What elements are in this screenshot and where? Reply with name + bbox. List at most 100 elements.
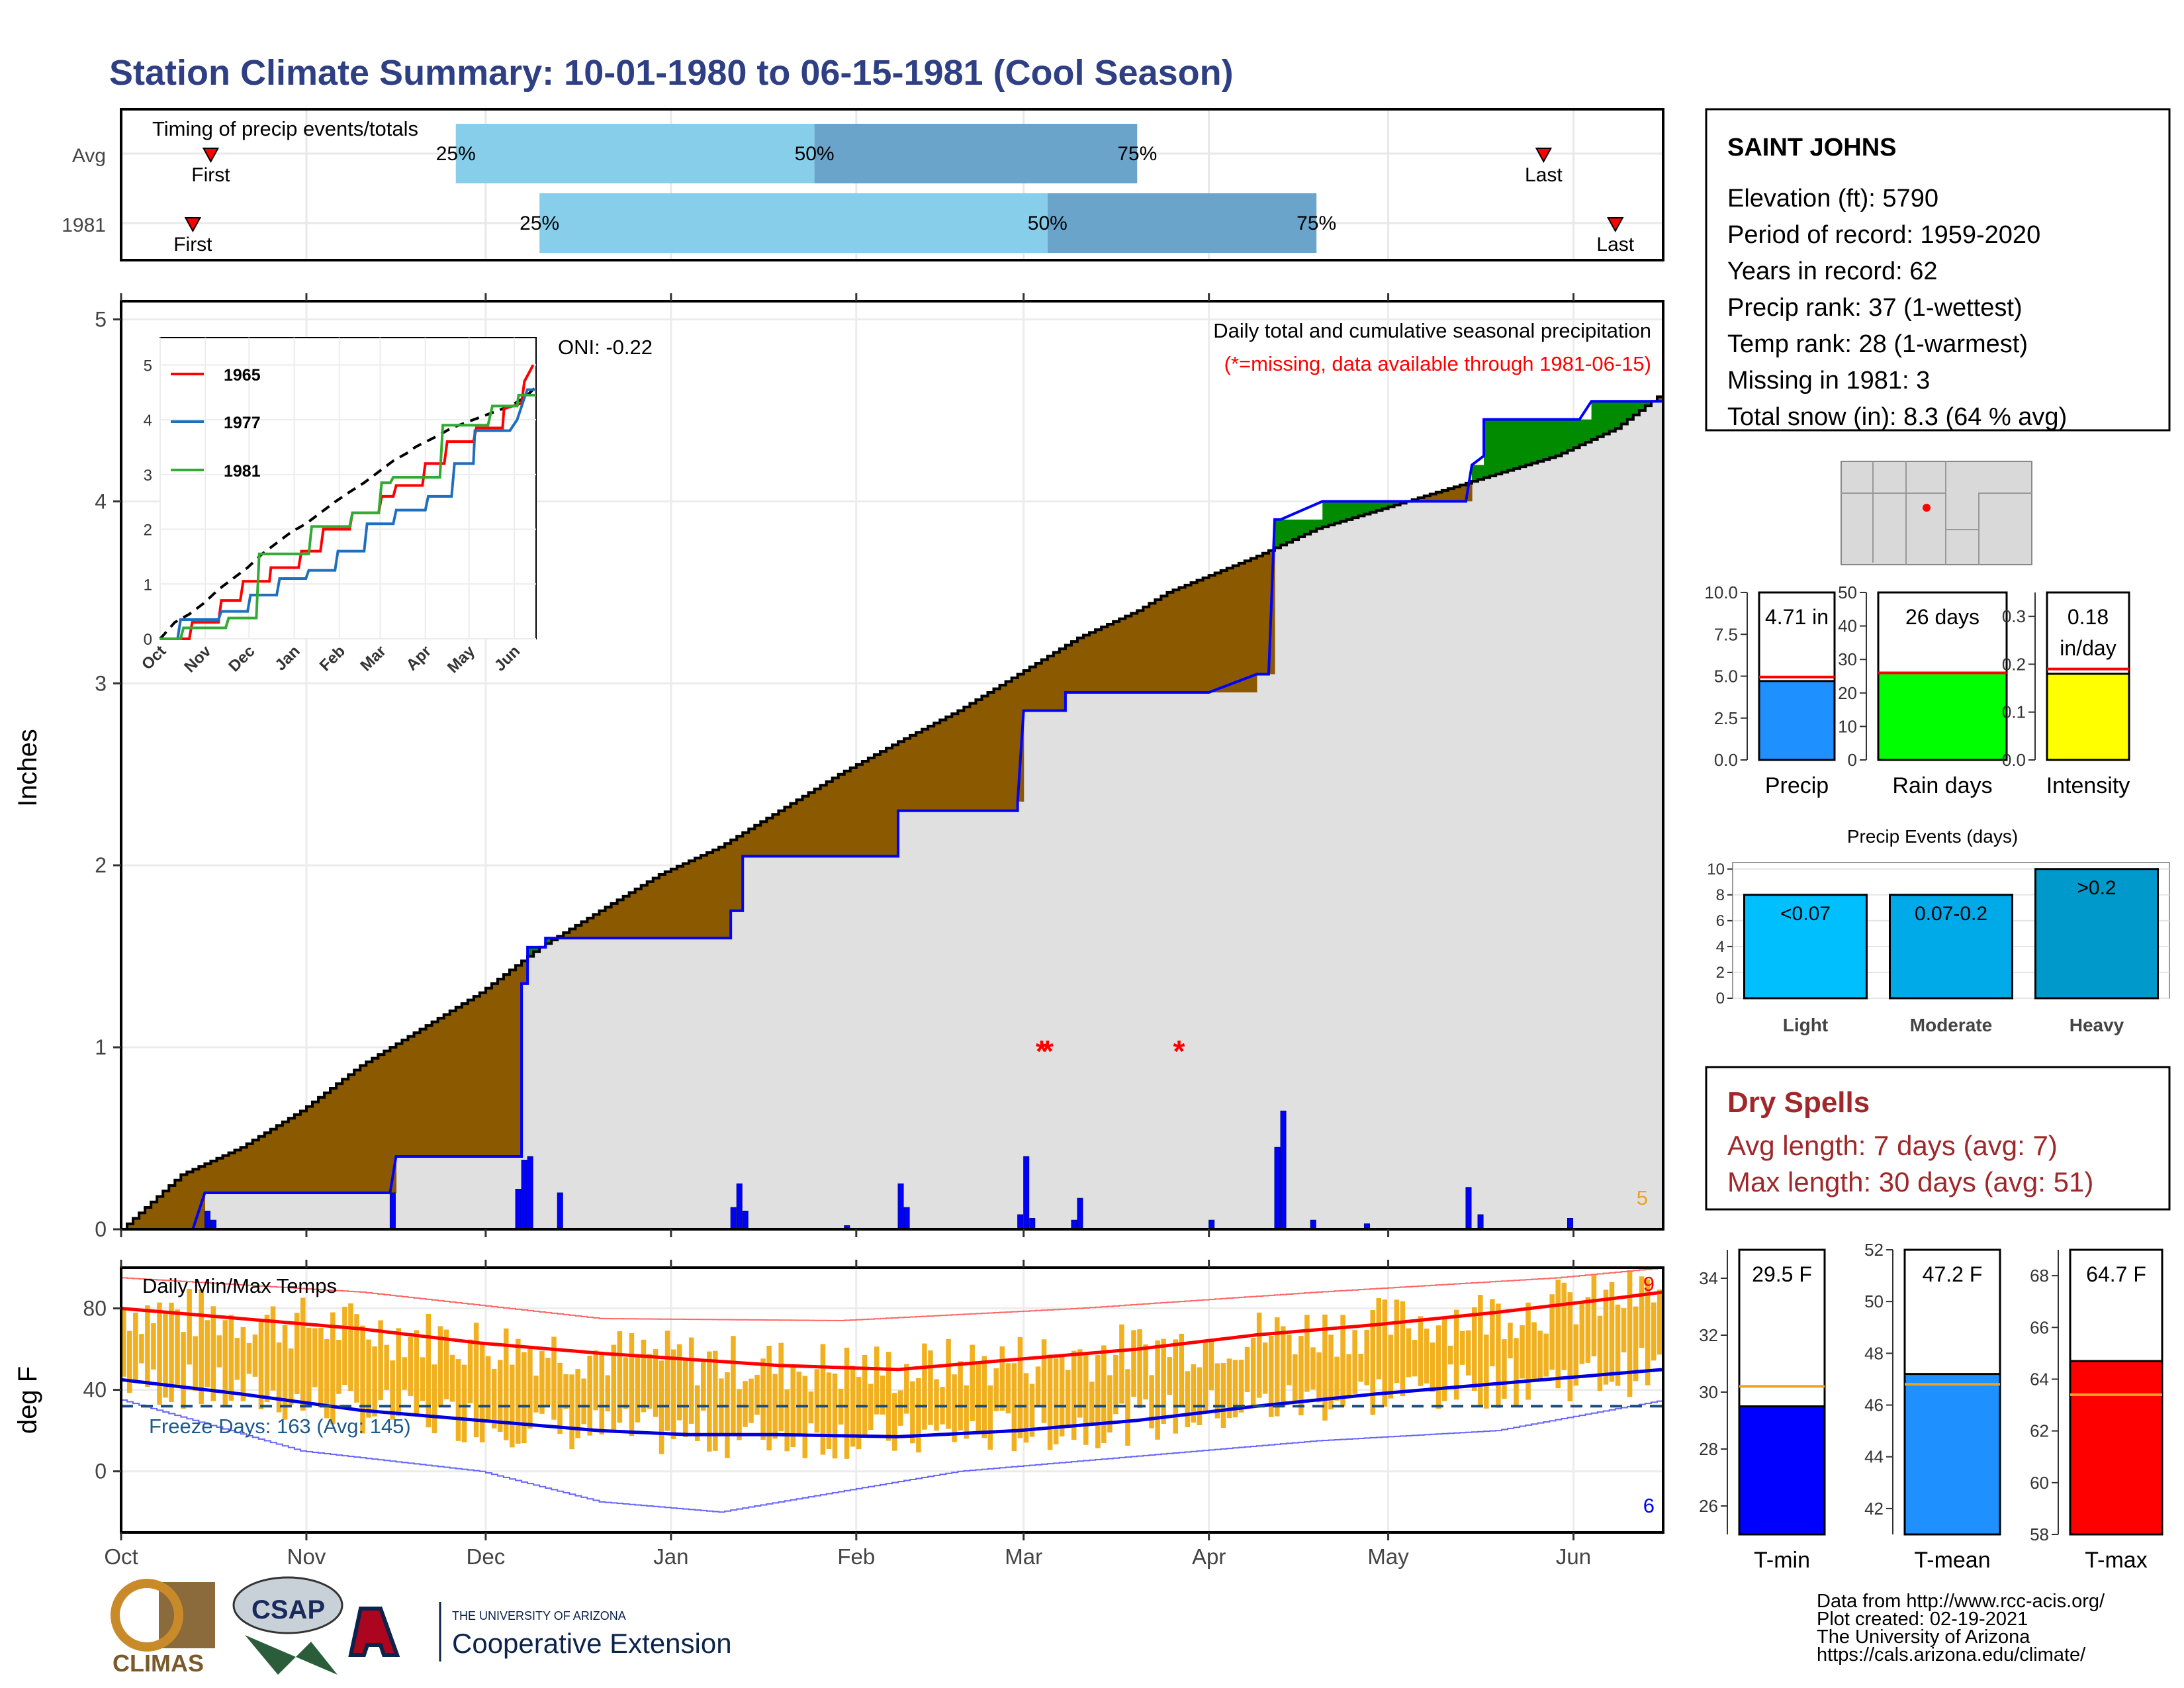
inset-lines [159,364,537,640]
daily-temp-bar [1304,1315,1310,1392]
daily-temp-bar [1035,1366,1041,1406]
daily-temp-bar [928,1350,933,1425]
daily-temp-bar [246,1342,252,1374]
daily-temp-bar [826,1372,832,1449]
daily-temp-bar [1316,1352,1322,1403]
daily-temp-bar [473,1323,479,1438]
daily-temp-bar [390,1360,395,1420]
timing-p75-label: 75% [1297,212,1336,234]
summary-bar-t-max [2069,1360,2163,1536]
dry-spells-max: Max length: 30 days (avg: 51) [1727,1166,2093,1197]
summary-ytick-label: 0.2 [2002,654,2026,674]
inset-ytick-label: 3 [144,467,152,485]
missing-day-marker: * [1173,1034,1185,1068]
credit-line-created: Plot created: 02-19-2021 [1817,1609,2028,1630]
daily-temp-bar [216,1335,222,1368]
month-label-jan: Jan [653,1544,688,1569]
timing-bar-upper [814,124,1138,183]
summary-value-label-unit: in/day [2060,636,2116,660]
daily-temp-bar [1441,1317,1447,1401]
daily-temp-bar [1358,1354,1363,1382]
timing-bars: 25% 50% 75% First Last 25% 50% 75% First Last [173,124,1635,256]
station-info-box: SAINT JOHNS Elevation (ft): 5790 Period … [1705,108,2171,432]
daily-temp-bar [1011,1363,1017,1452]
daily-temp-bar [964,1385,969,1439]
station-years: Years in record: 62 [1727,258,1938,285]
inset-ytick-label: 2 [144,522,152,539]
daily-temp-bar [234,1337,240,1380]
precip-corner-label: 5 [1637,1186,1648,1209]
daily-temp-bar [880,1376,886,1415]
summary-ytick-label: 0.0 [1714,750,1738,770]
summary-ytick-label: 0.0 [2002,750,2026,770]
daily-precip-bar [1077,1197,1083,1230]
daily-temp-bar [342,1307,347,1385]
daily-precip-bar [515,1189,522,1230]
daily-precip-bar [1274,1147,1281,1230]
summary-ytick-label: 52 [1864,1240,1884,1260]
events-bar-label: <0.07 [1780,903,1831,925]
timing-last-marker [1535,148,1553,164]
daily-temp-bar [569,1374,574,1450]
daily-temp-bar [1101,1345,1107,1443]
summary-precip-bars: 0.0 2.5 5.0 7.5 10.0 4.71 in Precip 0 10 20 30 40 50… [1704,583,2130,798]
daily-precip-bar [1023,1156,1030,1230]
daily-temp-bar [1322,1314,1328,1421]
avg-max-line [120,1290,1664,1372]
daily-temp-bar [993,1368,999,1411]
daily-temp-bar [163,1312,168,1398]
daily-precip-bar [521,1160,527,1230]
daily-temp-bar [1214,1363,1220,1419]
summary-ytick-label: 58 [2030,1524,2049,1544]
daily-temp-bar [1173,1339,1178,1434]
temp-ytick-label: 80 [83,1297,107,1321]
summary-value-label: 0.18 [2068,605,2109,629]
daily-temp-bar [294,1313,300,1394]
daily-temp-bar [1490,1299,1495,1366]
events-ytick-label: 0 [1716,990,1725,1008]
daily-temp-bar [731,1336,736,1434]
station-snow: Total snow (in): 8.3 (64 % avg) [1727,403,2067,431]
station-missing: Missing in 1981: 3 [1727,367,1930,395]
precip-ytick-label: 1 [95,1035,107,1059]
daily-temp-bar [533,1376,539,1413]
daily-temp-bar [922,1343,927,1430]
inset-line-1981 [160,393,536,640]
precip-ytick-label: 3 [95,671,107,695]
daily-precip-bar [1208,1219,1215,1230]
daily-temp-bar [312,1328,318,1387]
daily-temp-bar [145,1305,150,1387]
daily-temp-bar [121,1309,126,1377]
timing-bar-lower [539,193,1048,253]
climas-logo-ring [111,1579,183,1652]
temp-panel-frame [120,1266,1664,1534]
daily-temp-bar [1268,1336,1274,1417]
daily-temp-bar [557,1362,563,1434]
daily-temp-bar [288,1348,294,1405]
daily-temp-bar [820,1344,826,1455]
daily-temp-bar [874,1346,880,1415]
daily-temp-bar [772,1374,778,1439]
daily-temp-bar [694,1385,700,1441]
daily-temp-bar [1370,1310,1376,1415]
summary-value-label: 4.71 in [1765,605,1829,629]
daily-temp-bar [1609,1282,1615,1382]
daily-temp-bar [1071,1350,1077,1440]
daily-temp-bar [449,1354,455,1402]
daily-temp-bar [1543,1333,1549,1377]
daily-temp-bar [743,1381,748,1427]
summary-ytick-label: 64 [2030,1369,2049,1389]
daily-temp-bar [916,1378,921,1453]
daily-temp-bar [199,1289,204,1405]
daily-temp-bar [414,1330,420,1417]
daily-temp-bar [539,1350,545,1414]
daily-temp-bar [497,1360,503,1432]
logo-ua: THE UNIVERSITY OF ARIZONA Cooperative Ex… [348,1602,732,1662]
station-name: SAINT JOHNS [1727,134,1896,162]
events-category-label: Moderate [1910,1015,1992,1035]
daily-temp-bar [725,1372,730,1458]
temp-y-label: deg F [13,1366,42,1434]
summary-ytick-label: 0 [1848,750,1857,770]
map-frame [1841,461,2032,565]
month-label-apr: Apr [1192,1544,1226,1569]
